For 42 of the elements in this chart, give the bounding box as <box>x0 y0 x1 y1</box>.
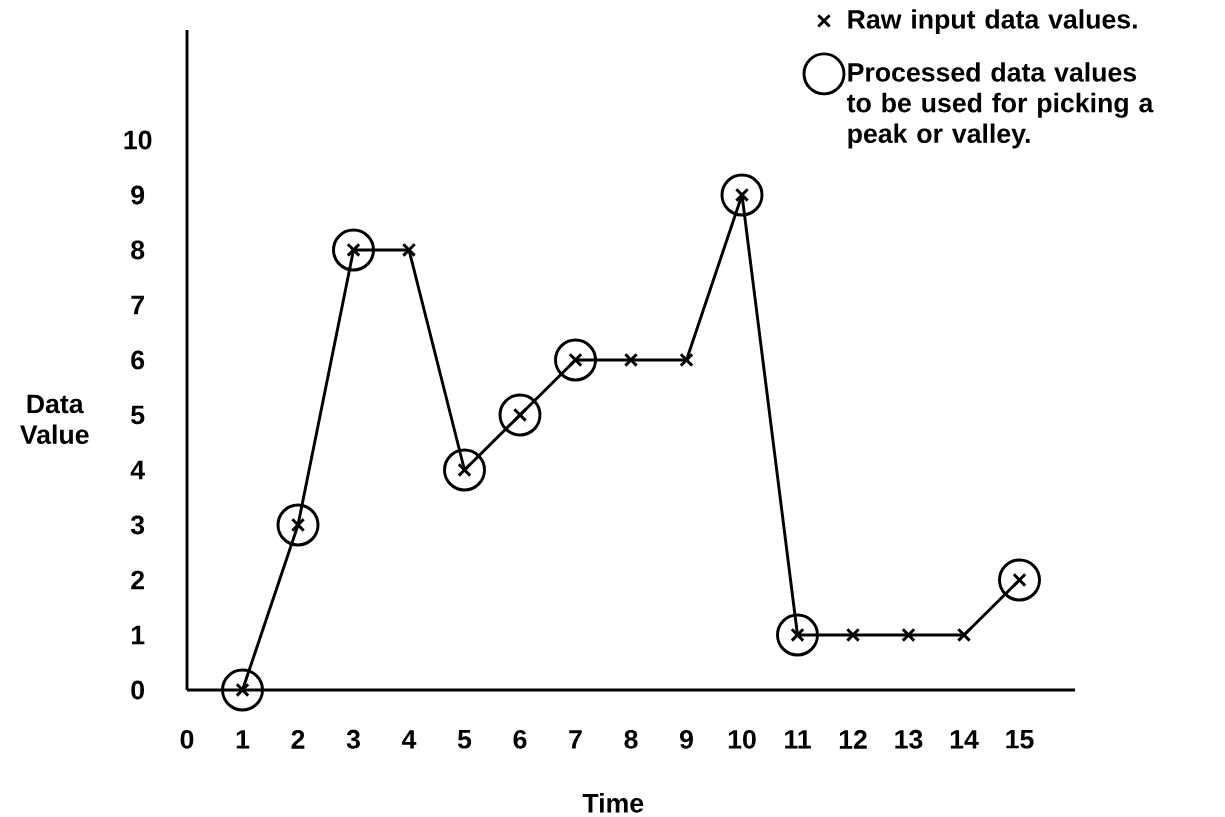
point <box>443 448 486 492</box>
x-tick-label: 10 <box>728 729 756 749</box>
point <box>679 352 694 368</box>
point <box>845 627 861 643</box>
point <box>776 613 819 657</box>
x-tick-label: 0 <box>180 729 194 749</box>
y-tick-label: 10 <box>124 130 152 150</box>
legend-label: Processed data values to be used for picking a peak or valley. <box>846 62 1154 149</box>
point <box>221 668 264 712</box>
x-tick-label: 4 <box>401 730 417 749</box>
y-tick-label: 6 <box>131 350 145 370</box>
x-tick-label: 6 <box>513 729 527 749</box>
y-tick-label: 4 <box>130 460 145 480</box>
y-tick-label: 2 <box>131 570 145 590</box>
y-axis-title: Data Value <box>20 394 89 445</box>
y-tick-label: 8 <box>131 240 145 260</box>
x-tick-label: 2 <box>291 730 305 749</box>
y-tick-label: 0 <box>131 680 144 700</box>
x-tick-label: 1 <box>236 730 250 749</box>
point <box>956 627 972 643</box>
point <box>401 242 417 258</box>
point <box>901 627 916 643</box>
y-tick-label: 9 <box>131 185 145 205</box>
point <box>998 558 1041 602</box>
x-tick-label: 8 <box>624 729 638 749</box>
point <box>623 352 639 368</box>
x-tick-label: 3 <box>346 729 360 749</box>
y-tick-label: 7 <box>131 295 144 315</box>
x-tick-label: 12 <box>839 730 867 749</box>
y-tick-label: 5 <box>131 405 145 425</box>
x-tick-label: 7 <box>569 730 582 749</box>
x-tick-label: 5 <box>457 730 472 749</box>
y-tick-label: 3 <box>130 515 145 535</box>
x-tick-label: 9 <box>680 729 693 749</box>
legend-label: Raw input data values. <box>848 9 1137 35</box>
x-tick-label: 13 <box>895 729 923 749</box>
y-tick-label: 1 <box>131 625 145 645</box>
x-tick-label: 14 <box>950 730 979 749</box>
x-axis-title: Time <box>582 793 644 813</box>
x-tick-label: 15 <box>1006 730 1034 749</box>
x-tick-label: 11 <box>785 730 811 749</box>
point <box>276 503 320 547</box>
